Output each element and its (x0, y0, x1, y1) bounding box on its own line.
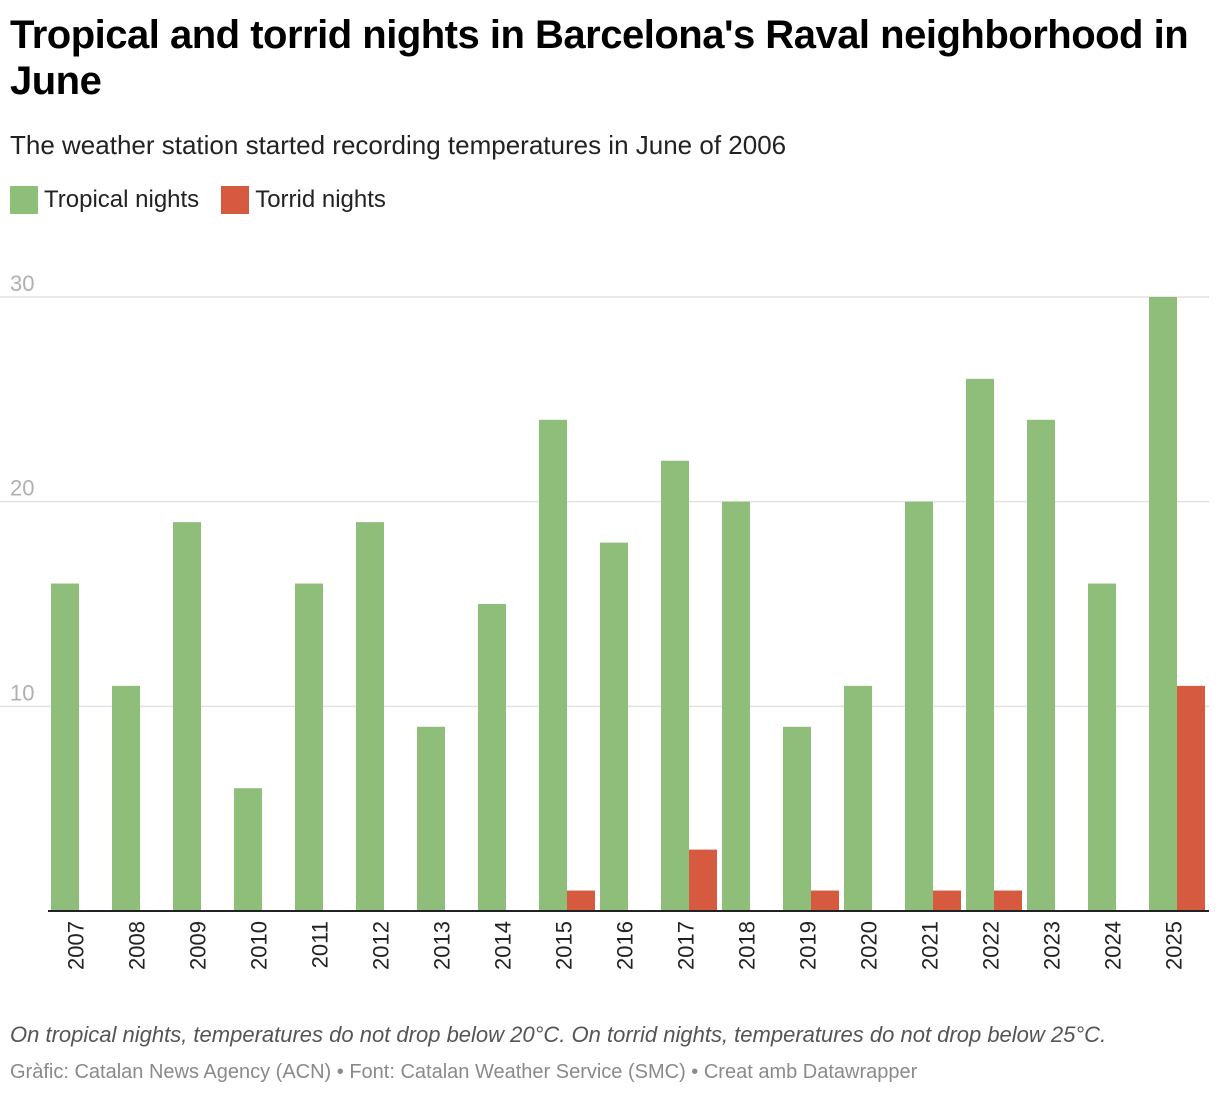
bar-tropical-2017 (661, 460, 689, 911)
bar-torrid-2022 (994, 890, 1022, 911)
x-tick-label-2021: 2021 (918, 921, 943, 970)
bar-tropical-2007 (51, 583, 79, 911)
x-tick-label-2017: 2017 (674, 921, 699, 970)
source-credits: Gràfic: Catalan News Agency (ACN) • Font… (10, 1061, 918, 1083)
chart-legend: Tropical nights Torrid nights (10, 186, 386, 214)
bar-tropical-2019 (783, 726, 811, 911)
legend-label-tropical: Tropical nights (44, 186, 200, 213)
x-tick-label-2009: 2009 (186, 921, 211, 970)
x-tick-label-2010: 2010 (247, 921, 272, 970)
bar-torrid-2021 (933, 890, 961, 911)
legend-swatch-torrid (221, 186, 250, 214)
bar-torrid-2019 (811, 890, 839, 911)
bar-tropical-2014 (478, 604, 506, 911)
legend-item-tropical: Tropical nights (10, 186, 199, 214)
bar-tropical-2011 (295, 583, 323, 911)
x-tick-label-2015: 2015 (552, 921, 577, 970)
bar-torrid-2017 (689, 849, 717, 911)
footnote: On tropical nights, temperatures do not … (10, 1022, 1107, 1047)
x-tick-label-2018: 2018 (735, 921, 760, 970)
bar-tropical-2009 (173, 522, 201, 911)
bar-torrid-2015 (567, 890, 595, 911)
x-tick-label-2020: 2020 (857, 921, 882, 970)
bar-tropical-2008 (112, 685, 140, 911)
x-tick-label-2022: 2022 (979, 921, 1004, 970)
y-tick-label-10: 10 (10, 680, 34, 705)
bar-tropical-2023 (1027, 419, 1055, 911)
x-tick-label-2011: 2011 (308, 921, 333, 968)
chart-subtitle: The weather station started recording te… (10, 130, 787, 160)
bars (51, 297, 1205, 911)
x-tick-label-2012: 2012 (369, 921, 394, 970)
bar-tropical-2020 (844, 685, 872, 911)
x-tick-label-2007: 2007 (64, 921, 89, 970)
bar-tropical-2010 (234, 788, 262, 911)
x-tick-label-2025: 2025 (1162, 921, 1187, 970)
x-tick-label-2024: 2024 (1101, 921, 1126, 970)
bar-tropical-2022 (966, 378, 994, 911)
x-tick-label-2014: 2014 (491, 921, 516, 970)
x-tick-label-2008: 2008 (125, 921, 150, 970)
y-tick-label-20: 20 (10, 476, 34, 501)
x-tick-label-2023: 2023 (1040, 921, 1065, 970)
y-tick-label-30: 30 (10, 271, 34, 296)
bar-torrid-2025 (1177, 685, 1205, 911)
bar-tropical-2021 (905, 501, 933, 911)
bar-tropical-2018 (722, 501, 750, 911)
x-tick-label-2016: 2016 (613, 921, 638, 970)
legend-swatch-tropical (10, 186, 38, 214)
bar-tropical-2016 (600, 542, 628, 911)
bar-tropical-2015 (539, 419, 567, 911)
bar-tropical-2012 (356, 522, 384, 911)
x-tick-label-2019: 2019 (796, 921, 821, 970)
bar-tropical-2025 (1149, 297, 1177, 911)
bar-tropical-2024 (1088, 583, 1116, 911)
x-tick-label-2013: 2013 (430, 921, 455, 970)
bar-tropical-2013 (417, 726, 445, 911)
chart-title: Tropical and torrid nights in Barcelona'… (10, 13, 1189, 103)
legend-label-torrid: Torrid nights (255, 186, 386, 213)
legend-item-torrid: Torrid nights (221, 186, 386, 214)
x-axis-labels: 2007 2008 2009 2010 2011 2012 2013 2014 2015 2016… (64, 921, 1187, 970)
